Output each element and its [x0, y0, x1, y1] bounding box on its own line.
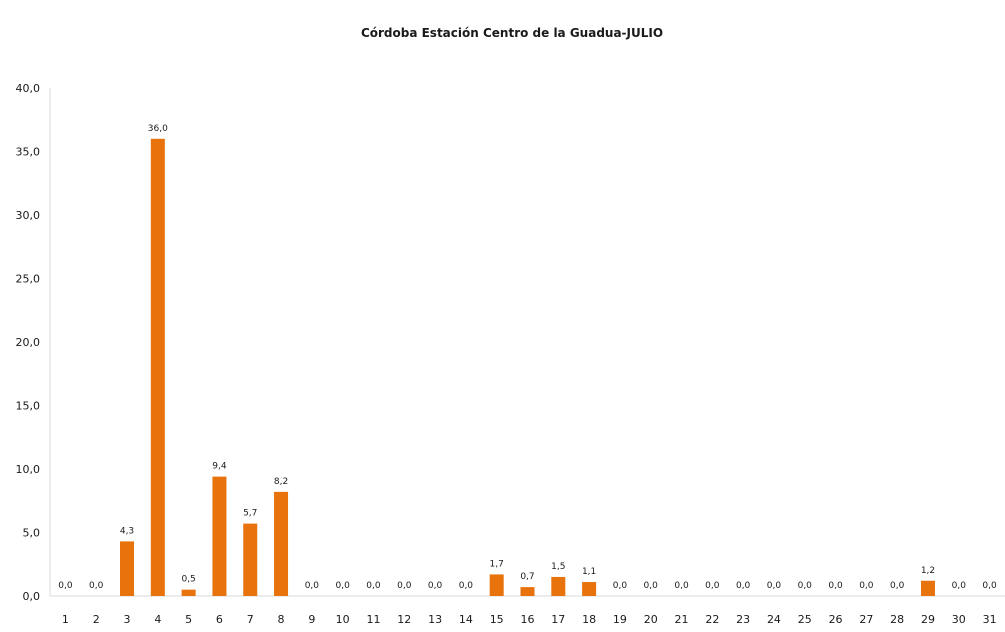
x-tick-label: 4 — [154, 613, 161, 626]
x-tick-label: 2 — [93, 613, 100, 626]
data-label: 5,7 — [243, 509, 257, 519]
data-label: 0,0 — [859, 581, 874, 591]
data-label: 0,0 — [982, 581, 997, 591]
data-label: 9,4 — [212, 462, 227, 472]
x-tick-label: 20 — [644, 613, 658, 626]
x-tick-label: 5 — [185, 613, 192, 626]
x-tick-label: 8 — [278, 613, 285, 626]
data-label: 1,2 — [921, 566, 935, 576]
data-label: 4,3 — [120, 526, 134, 536]
x-tick-label: 6 — [216, 613, 223, 626]
data-label: 0,0 — [767, 581, 782, 591]
x-tick-label: 18 — [582, 613, 596, 626]
bar-series — [120, 138, 935, 597]
y-axis-ticks: 0,0 5,0 10,0 15,0 20,0 25,0 30,0 35,0 40,0 — [16, 82, 41, 603]
bar — [920, 580, 935, 596]
bar — [551, 576, 566, 596]
y-tick-label: 10,0 — [16, 463, 41, 476]
x-tick-label: 9 — [308, 613, 315, 626]
x-tick-label: 7 — [247, 613, 254, 626]
bar — [120, 541, 135, 596]
x-tick-label: 1 — [62, 613, 69, 626]
data-label: 1,5 — [551, 562, 565, 572]
x-tick-label: 16 — [521, 613, 535, 626]
bar — [520, 587, 535, 596]
x-tick-label: 3 — [124, 613, 131, 626]
data-label: 0,0 — [58, 581, 73, 591]
data-label: 0,0 — [952, 581, 967, 591]
x-axis-ticks: 1 2 3 4 5 6 7 8 9 10 11 12 13 14 15 16 17 18 19 20 21 22 23 24 2… — [62, 613, 997, 626]
data-label: 1,7 — [490, 559, 504, 569]
data-label: 0,0 — [828, 581, 843, 591]
y-tick-label: 30,0 — [16, 209, 41, 222]
x-tick-label: 17 — [551, 613, 565, 626]
y-tick-label: 35,0 — [16, 146, 41, 159]
x-tick-label: 25 — [798, 613, 812, 626]
x-tick-label: 11 — [366, 613, 380, 626]
bar — [150, 138, 165, 597]
bar — [181, 589, 196, 596]
x-tick-label: 30 — [952, 613, 966, 626]
y-tick-label: 0,0 — [23, 590, 41, 603]
x-tick-label: 28 — [890, 613, 904, 626]
x-tick-label: 21 — [675, 613, 689, 626]
data-label: 0,5 — [181, 575, 195, 585]
bar — [489, 574, 504, 596]
chart-title: Córdoba Estación Centro de la Guadua-JUL… — [361, 26, 663, 40]
data-label: 0,0 — [335, 581, 350, 591]
bar — [274, 491, 289, 596]
data-label: 0,0 — [613, 581, 628, 591]
x-tick-label: 24 — [767, 613, 781, 626]
data-label: 8,2 — [274, 477, 288, 487]
x-tick-label: 29 — [921, 613, 935, 626]
data-label: 0,0 — [890, 581, 905, 591]
data-label: 0,0 — [89, 581, 104, 591]
data-label: 0,0 — [428, 581, 443, 591]
data-label: 0,7 — [520, 572, 534, 582]
data-label: 0,0 — [674, 581, 689, 591]
data-label: 0,0 — [459, 581, 474, 591]
y-tick-label: 20,0 — [16, 336, 41, 349]
data-label: 0,0 — [644, 581, 659, 591]
x-tick-label: 15 — [490, 613, 504, 626]
data-label: 0,0 — [705, 581, 720, 591]
y-tick-label: 15,0 — [16, 400, 41, 413]
x-tick-label: 12 — [397, 613, 411, 626]
x-tick-label: 23 — [736, 613, 750, 626]
data-label: 0,0 — [366, 581, 381, 591]
x-tick-label: 31 — [983, 613, 997, 626]
x-tick-label: 27 — [859, 613, 873, 626]
data-label: 0,0 — [736, 581, 751, 591]
data-label: 1,1 — [582, 567, 596, 577]
x-tick-label: 13 — [428, 613, 442, 626]
bar — [243, 523, 258, 596]
bar — [582, 582, 597, 596]
data-labels: 0,0 0,0 4,3 36,0 0,5 9,4 5,7 8,2 0,0 0,0 0,0 0,0 0,0… — [58, 124, 997, 591]
y-tick-label: 40,0 — [16, 82, 41, 95]
bar — [212, 476, 227, 596]
data-label: 0,0 — [397, 581, 412, 591]
data-label: 0,0 — [798, 581, 813, 591]
x-tick-label: 10 — [336, 613, 350, 626]
x-tick-label: 19 — [613, 613, 627, 626]
x-tick-label: 14 — [459, 613, 473, 626]
data-label: 0,0 — [305, 581, 320, 591]
x-tick-label: 26 — [829, 613, 843, 626]
data-label: 36,0 — [148, 124, 168, 134]
y-tick-label: 25,0 — [16, 273, 41, 286]
y-tick-label: 5,0 — [23, 527, 41, 540]
x-tick-label: 22 — [705, 613, 719, 626]
